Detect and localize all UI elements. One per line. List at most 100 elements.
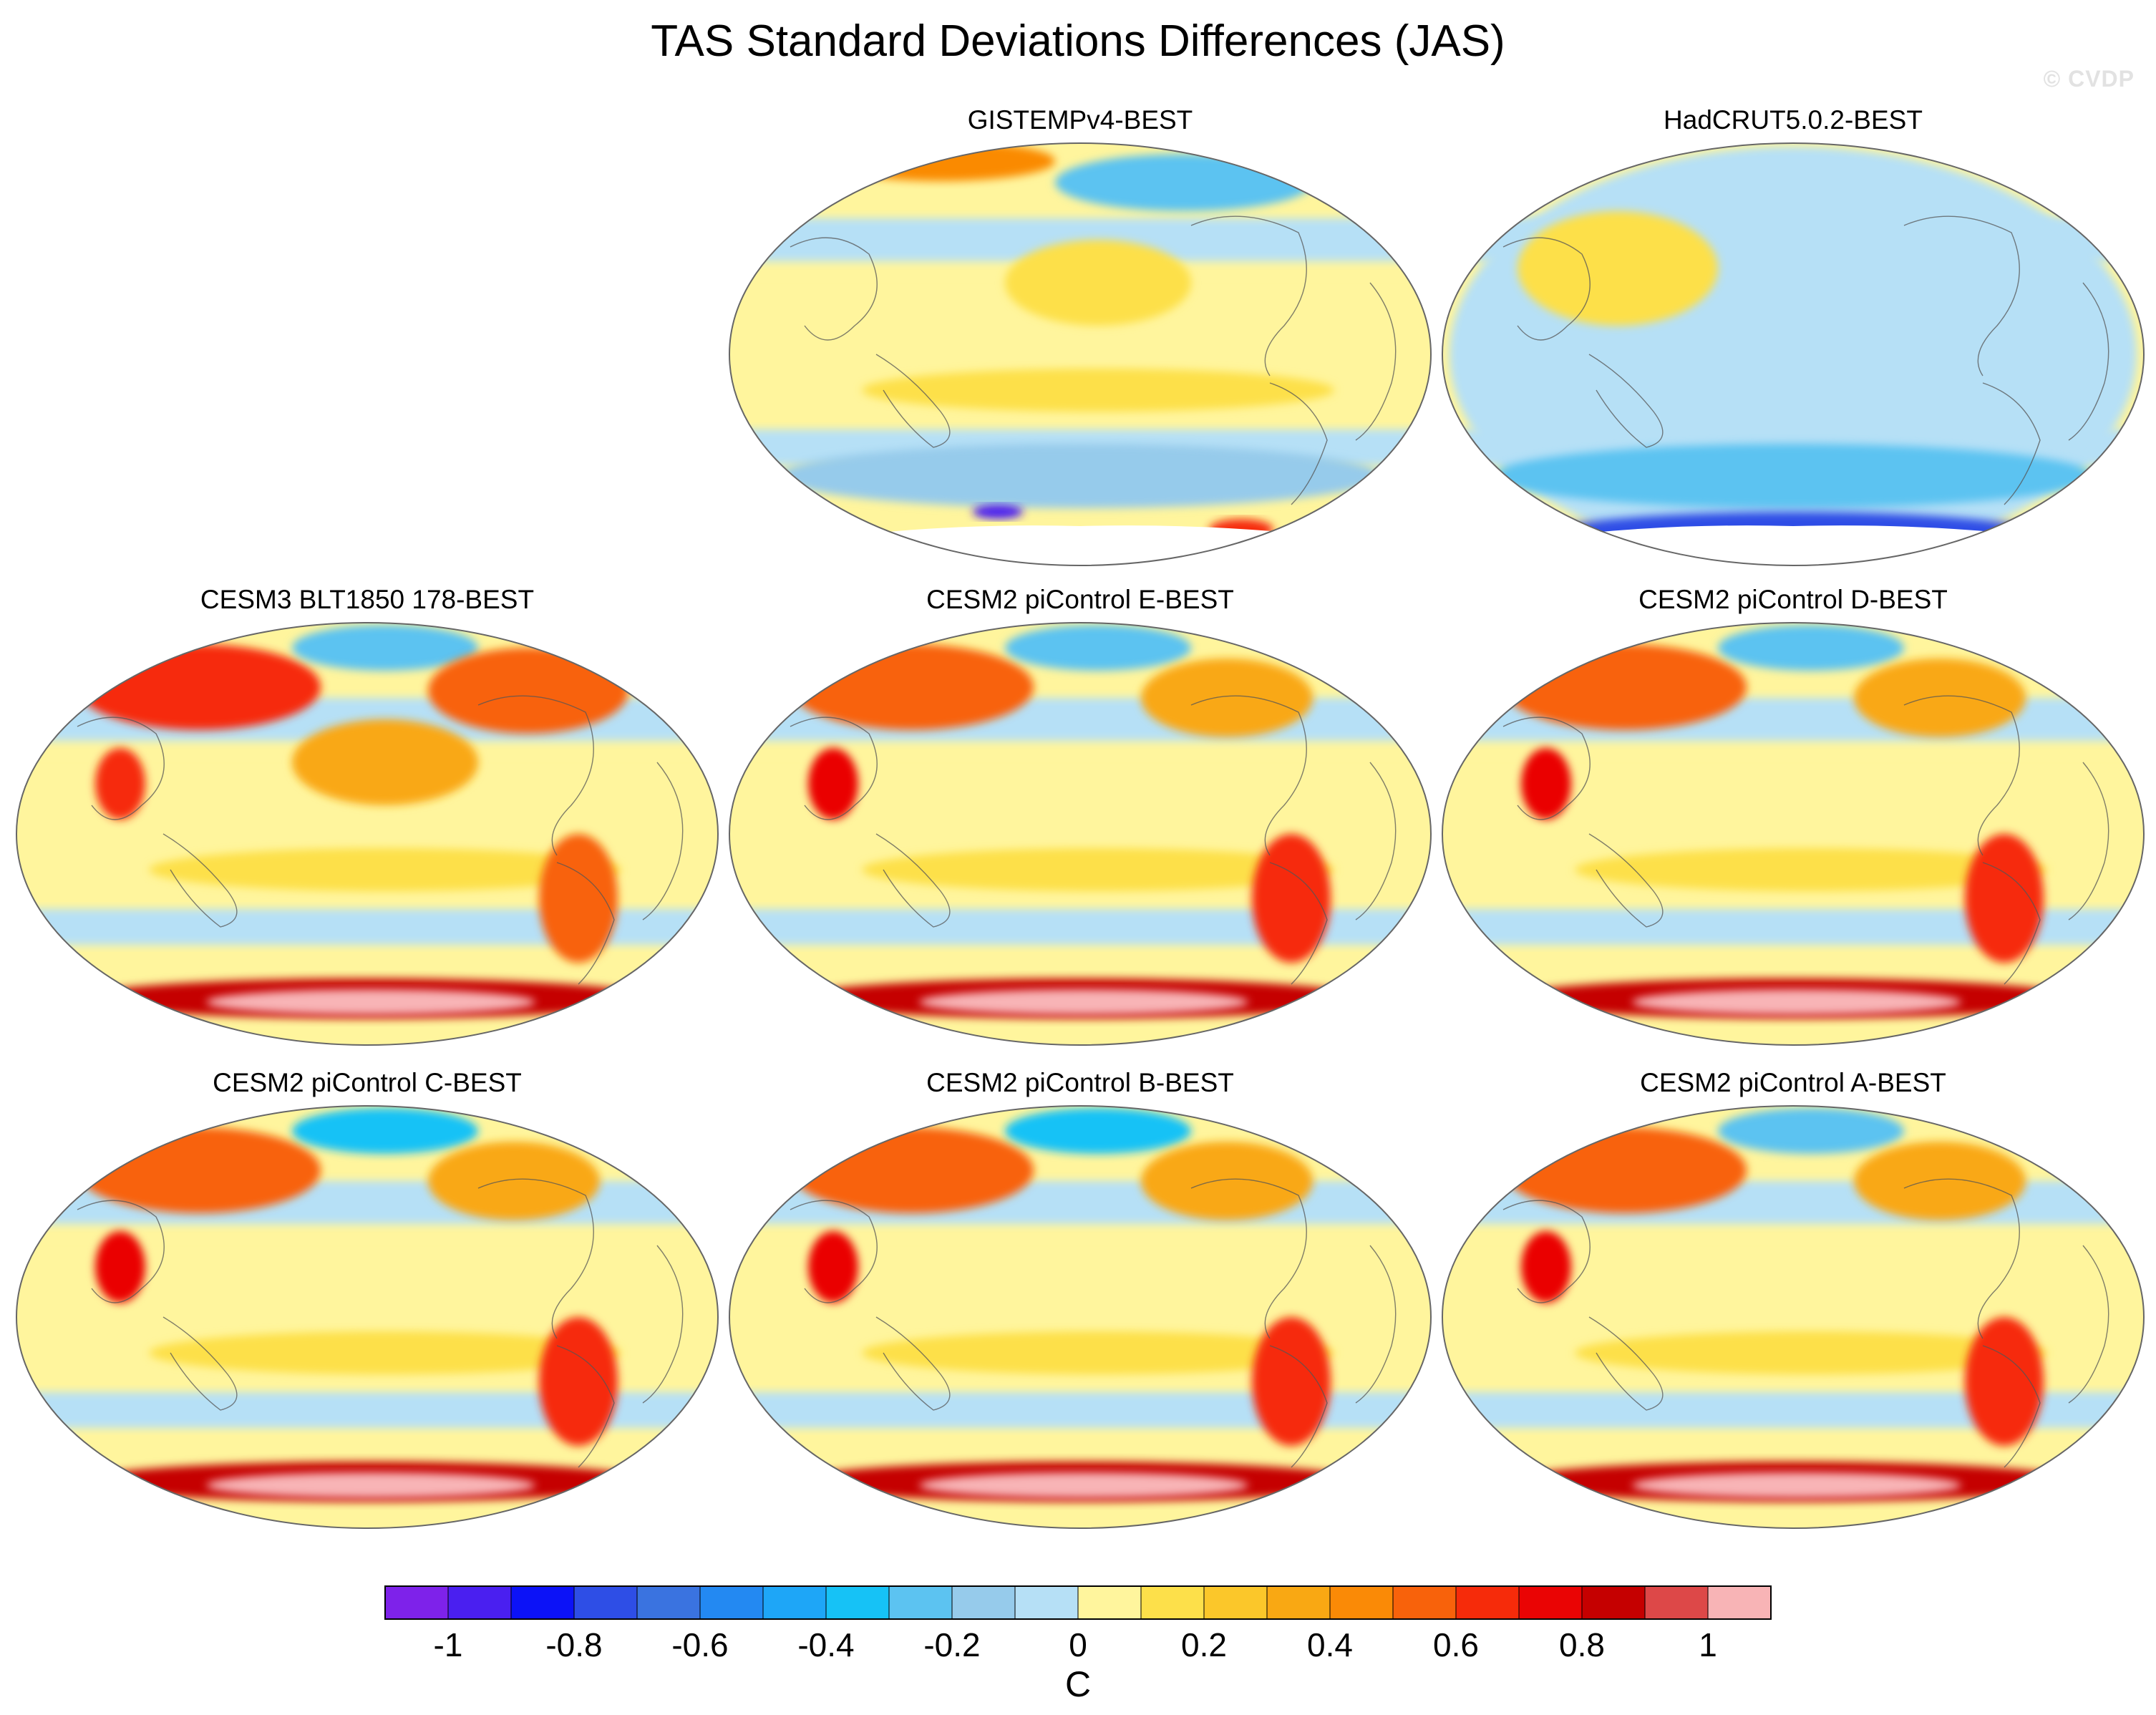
- region-anomaly: [808, 1231, 858, 1303]
- colorbar-tick-label: 0: [1069, 1626, 1087, 1663]
- colorbar-swatch: [1203, 1585, 1268, 1620]
- colorbar-swatch: [1581, 1585, 1646, 1620]
- colorbar-swatch: [1266, 1585, 1331, 1620]
- region-anomaly: [149, 848, 621, 891]
- coastlines: [1502, 215, 2109, 505]
- map-panel: GISTEMPv4-BEST: [726, 104, 1434, 576]
- region-anomaly: [1141, 659, 1313, 737]
- panel-title: GISTEMPv4-BEST: [967, 105, 1193, 135]
- region-anomaly: [1055, 154, 1313, 211]
- region-anomaly: [1252, 834, 1331, 963]
- colorbar-tick-label: -0.4: [797, 1626, 854, 1663]
- colorbar-unit-label: C: [1065, 1664, 1091, 1704]
- map-outline: [16, 622, 719, 1046]
- colorbar-swatch: [825, 1585, 890, 1620]
- region-anomaly: [919, 1472, 1248, 1498]
- region-anomaly: [95, 1231, 145, 1303]
- colorbar-tick-label: -0.8: [545, 1626, 602, 1663]
- robinson-map: [1442, 142, 2145, 566]
- colorbar-swatch: [888, 1585, 953, 1620]
- map-panel: CESM3 BLT1850 178-BEST: [13, 583, 722, 1056]
- region-anomaly: [1718, 1108, 1904, 1154]
- colorbar-swatch: [384, 1585, 449, 1620]
- region-anomaly: [428, 1142, 600, 1220]
- map-panel: CESM2 piControl B-BEST: [726, 1067, 1434, 1539]
- missing-data-region: [1525, 525, 2069, 565]
- robinson-map: [729, 1105, 1432, 1529]
- colorbar-tick-label: -1: [434, 1626, 463, 1663]
- map-panel: CESM2 piControl A-BEST: [1439, 1067, 2147, 1539]
- robinson-map: [16, 622, 719, 1046]
- map-outline: [16, 1105, 719, 1529]
- map-outline: [1442, 142, 2145, 566]
- map-outline: [1442, 1105, 2145, 1529]
- region-anomaly: [1005, 240, 1191, 326]
- region-anomaly: [1521, 1231, 1571, 1303]
- colorbar-tick-label: -0.2: [923, 1626, 980, 1663]
- robinson-map: [729, 142, 1432, 566]
- colorbar-swatch: [1644, 1585, 1709, 1620]
- colorbar: -1 -0.8 -0.6 -0.4 -0.2 0 0.2 0.4 0.6 0.8 1 C: [384, 1585, 1772, 1704]
- region-anomaly: [1141, 1142, 1313, 1220]
- region-anomaly: [862, 369, 1334, 412]
- colorbar-swatch: [699, 1585, 764, 1620]
- region-anomaly: [780, 444, 1381, 508]
- colorbar-tick-label: 0.4: [1307, 1626, 1353, 1663]
- region-anomaly: [919, 989, 1248, 1015]
- region-anomaly: [1521, 748, 1571, 820]
- region-anomaly: [95, 748, 145, 820]
- coastlines: [790, 215, 1397, 505]
- colorbar-swatch: [1077, 1585, 1142, 1620]
- colorbar-tick-label: -0.6: [671, 1626, 728, 1663]
- map-outline: [1442, 622, 2145, 1046]
- colorbar-swatch: [1014, 1585, 1079, 1620]
- region-anomaly: [206, 1472, 535, 1498]
- region-anomaly: [808, 748, 858, 820]
- region-anomaly: [1005, 1108, 1191, 1154]
- robinson-map: [16, 1105, 719, 1529]
- panel-title: CESM3 BLT1850 178-BEST: [200, 585, 535, 614]
- colorbar-swatch: [1518, 1585, 1583, 1620]
- region-anomaly: [862, 848, 1334, 891]
- region-anomaly: [862, 1331, 1334, 1374]
- robinson-map: [729, 622, 1432, 1046]
- colorbar-tick-label: 0.8: [1559, 1626, 1605, 1663]
- colorbar-swatch: [1392, 1585, 1457, 1620]
- map-outline: [729, 142, 1432, 566]
- region-anomaly: [1575, 848, 2047, 891]
- panel-title: CESM2 piControl D-BEST: [1638, 585, 1948, 614]
- colorbar-tick-label: 0.6: [1433, 1626, 1479, 1663]
- robinson-map: [1442, 1105, 2145, 1529]
- region-anomaly: [1252, 1317, 1331, 1446]
- region-anomaly: [292, 625, 478, 671]
- region-anomaly: [1518, 211, 1718, 326]
- colorbar-swatch: [447, 1585, 512, 1620]
- panel-title: CESM2 piControl C-BEST: [213, 1068, 522, 1097]
- region-anomaly: [1854, 659, 2026, 737]
- cvdp-watermark: © CVDP: [2043, 66, 2135, 92]
- colorbar-frame: [384, 1585, 1772, 1620]
- map-panel: CESM2 piControl E-BEST: [726, 583, 1434, 1056]
- colorbar-tick-label: 0.2: [1181, 1626, 1227, 1663]
- panel-title: CESM2 piControl B-BEST: [926, 1068, 1234, 1097]
- region-anomaly: [292, 719, 478, 805]
- region-anomaly: [1632, 989, 1961, 1015]
- coastlines: [1502, 695, 2109, 985]
- region-anomaly: [292, 1108, 478, 1154]
- map-outline: [729, 1105, 1432, 1529]
- region-anomaly: [1965, 1317, 2044, 1446]
- map-panel: CESM2 piControl C-BEST: [13, 1067, 722, 1539]
- map-panel: CESM2 piControl D-BEST: [1439, 583, 2147, 1056]
- coastlines: [77, 695, 684, 985]
- region-anomaly: [149, 1331, 621, 1374]
- colorbar-tick-label: 1: [1699, 1626, 1717, 1663]
- map-outline: [729, 622, 1432, 1046]
- region-anomaly: [206, 989, 535, 1015]
- page-title: TAS Standard Deviations Differences (JAS…: [651, 16, 1505, 66]
- missing-data-region: [812, 525, 1356, 565]
- map-panel: HadCRUT5.0.2-BEST: [1439, 104, 2147, 576]
- robinson-map: [1442, 622, 2145, 1046]
- colorbar-swatch: [1140, 1585, 1205, 1620]
- colorbar-swatch: [1329, 1585, 1394, 1620]
- coastlines: [77, 1178, 684, 1468]
